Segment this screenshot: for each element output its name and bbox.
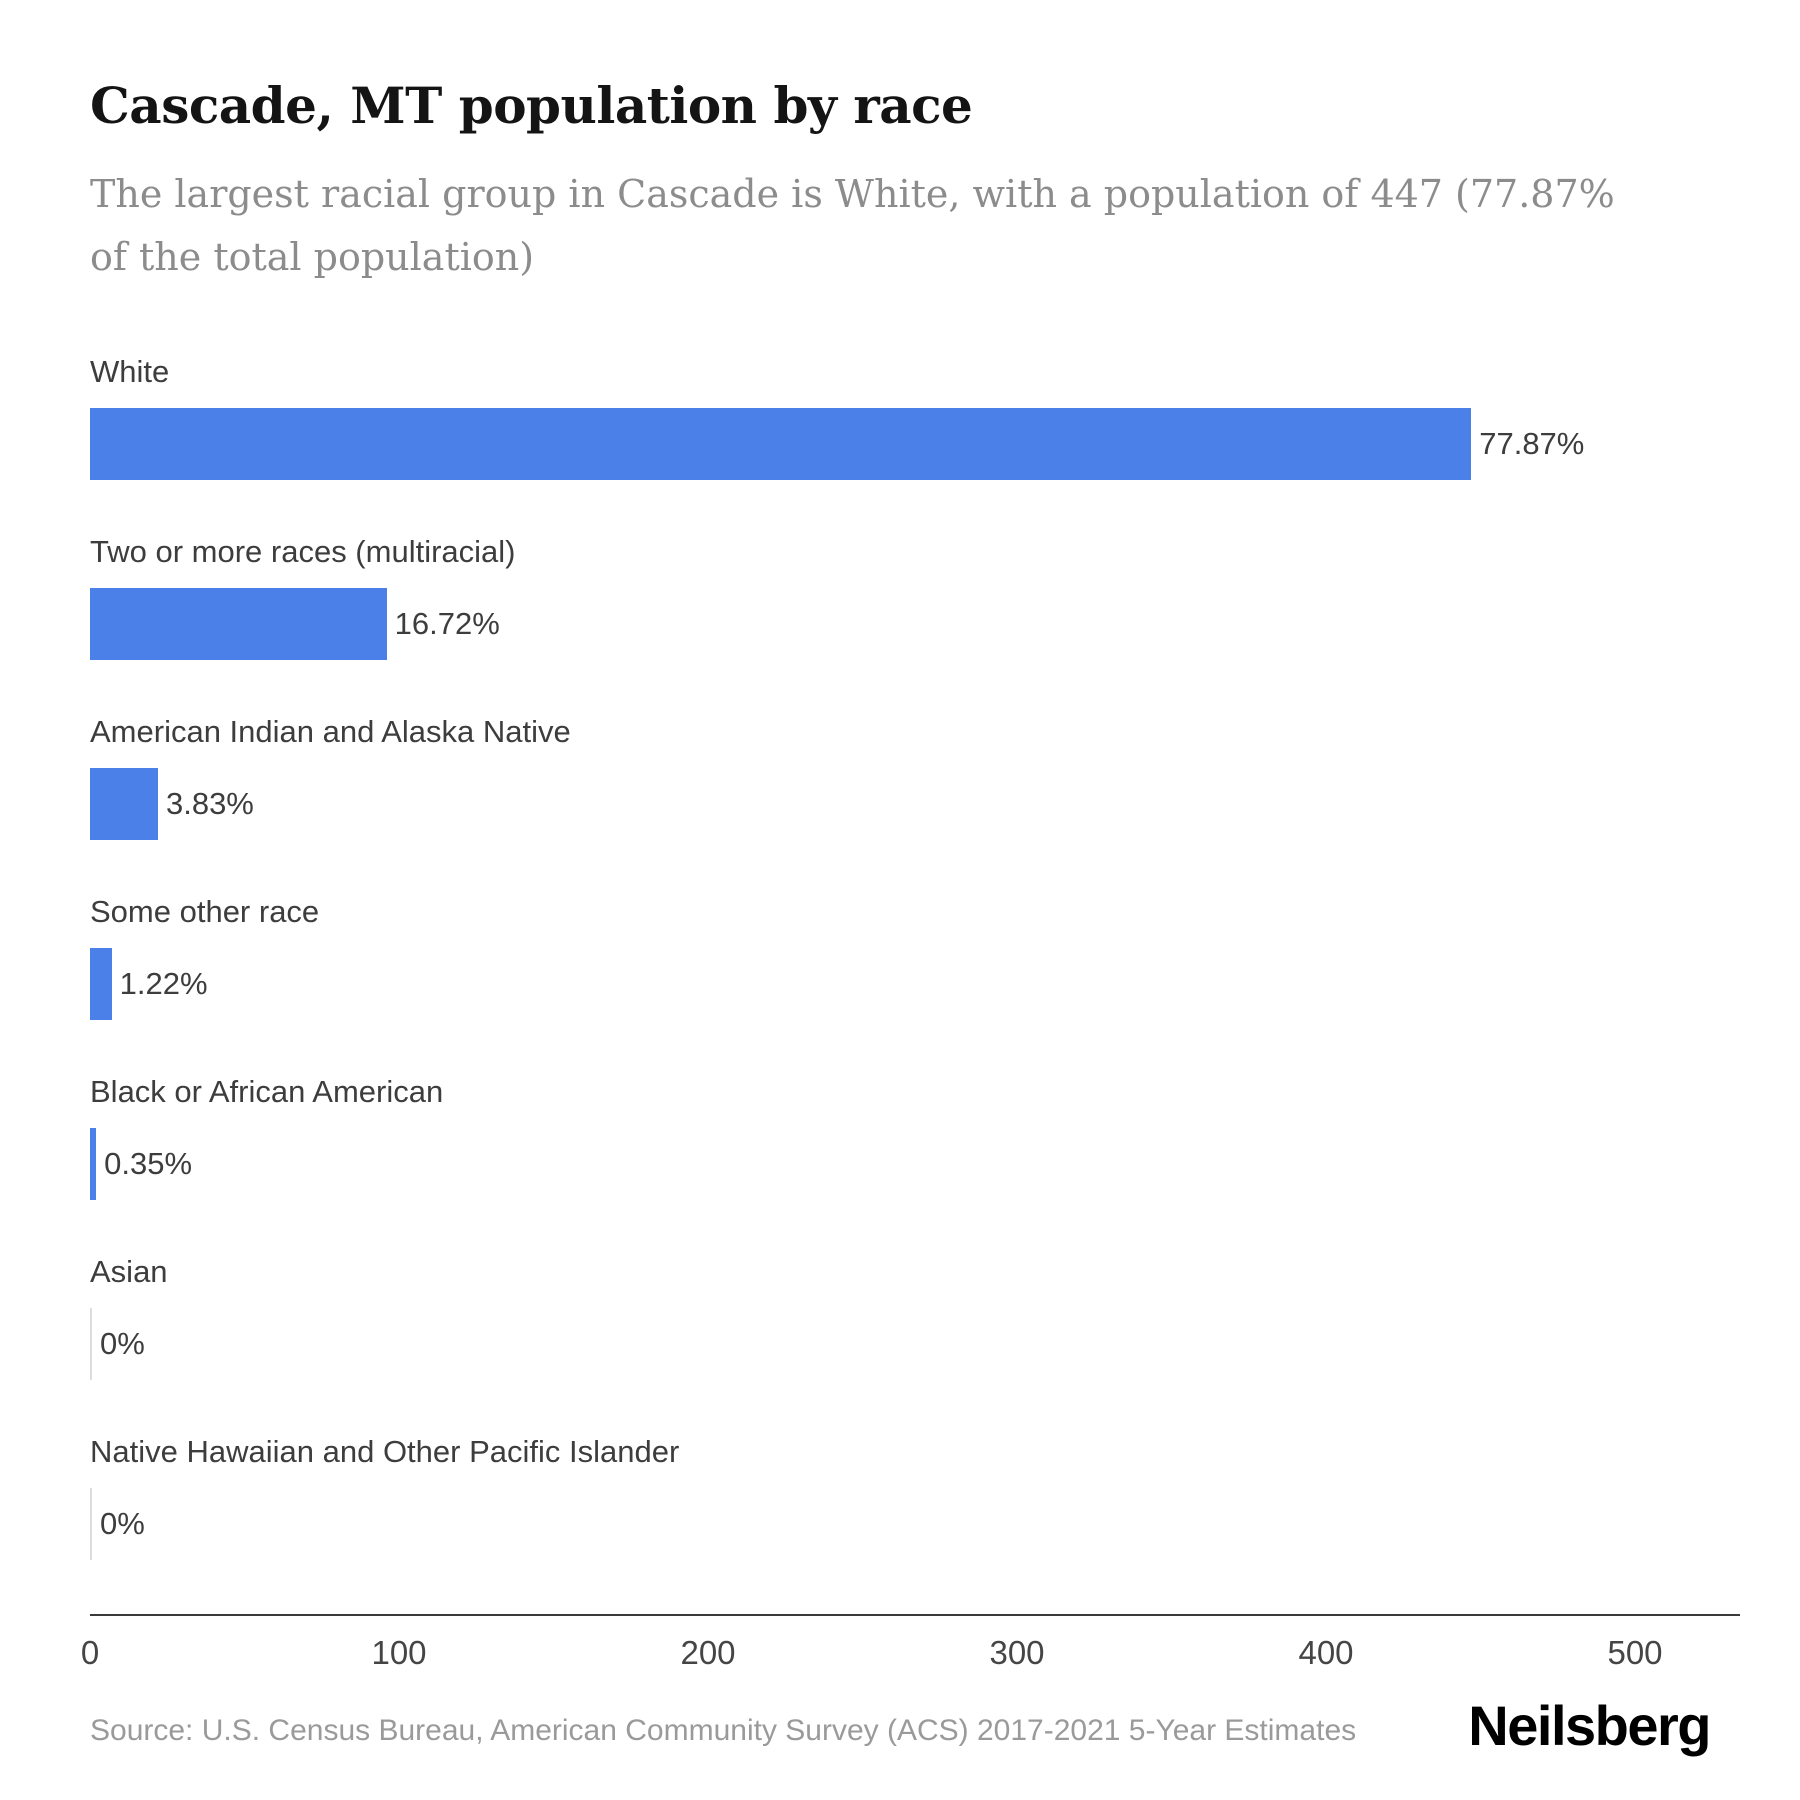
value-label: 3.83%	[165, 786, 254, 822]
bar-row: Native Hawaiian and Other Pacific Island…	[90, 1434, 1710, 1561]
value-label: 77.87%	[1479, 426, 1585, 462]
page-subtitle: The largest racial group in Cascade is W…	[90, 172, 1615, 279]
category-label: Some other race	[90, 894, 320, 930]
bar-track: 0%	[90, 1488, 1710, 1561]
category-label: White	[90, 354, 170, 390]
brand-logo: Neilsberg	[1468, 1694, 1711, 1757]
x-axis-tick-label: 0	[80, 1634, 100, 1672]
bar-row: Black or African American 0.35%	[90, 1074, 1710, 1201]
bar	[90, 948, 112, 1021]
page-title: Cascade, MT population by race	[90, 76, 973, 135]
x-axis: 0 100 200 300 400 500	[81, 1614, 1740, 1686]
x-axis-tick-label: 300	[989, 1634, 1045, 1672]
bar	[90, 1128, 97, 1201]
bar-row: Two or more races (multiracial) 16.72%	[90, 534, 1710, 661]
bar-track: 0.35%	[90, 1128, 1710, 1201]
bar	[90, 1308, 92, 1381]
value-label: 1.22%	[119, 966, 208, 1002]
bar	[90, 1488, 92, 1561]
bar-row: White 77.87%	[90, 354, 1710, 481]
x-axis-tick-label: 100	[371, 1634, 427, 1672]
value-label: 16.72%	[394, 606, 500, 642]
chart-rows: White 77.87% Two or more races (multiracia…	[90, 354, 1710, 1561]
value-label: 0%	[100, 1506, 145, 1542]
page: Cascade, MT population by race The large…	[81, 76, 1740, 1686]
category-label: Black or African American	[90, 1074, 444, 1110]
x-axis-tick-label: 400	[1298, 1634, 1354, 1672]
value-label: 0%	[100, 1326, 145, 1362]
bar-row: American Indian and Alaska Native 3.83%	[90, 714, 1710, 841]
bar-track: 77.87%	[90, 408, 1710, 481]
category-label: Two or more races (multiracial)	[90, 534, 516, 570]
bar-chart: White 77.87% Two or more races (multiracia…	[81, 354, 1740, 1686]
bar-track: 16.72%	[90, 588, 1710, 661]
bar	[90, 768, 158, 841]
bar-row: Some other race 1.22%	[90, 894, 1710, 1021]
x-axis-tick-label: 200	[680, 1634, 736, 1672]
bar	[90, 588, 387, 661]
source-note: Source: U.S. Census Bureau, American Com…	[90, 1714, 1357, 1747]
bar-row: Asian 0%	[90, 1254, 1710, 1381]
x-axis-tick-label: 500	[1607, 1634, 1663, 1672]
category-label: American Indian and Alaska Native	[90, 714, 571, 750]
category-label: Asian	[90, 1254, 168, 1290]
bar-track: 3.83%	[90, 768, 1710, 841]
category-label: Native Hawaiian and Other Pacific Island…	[90, 1434, 680, 1470]
bar	[90, 408, 1472, 481]
value-label: 0.35%	[104, 1146, 193, 1182]
bar-track: 1.22%	[90, 948, 1710, 1021]
bar-track: 0%	[90, 1308, 1710, 1381]
